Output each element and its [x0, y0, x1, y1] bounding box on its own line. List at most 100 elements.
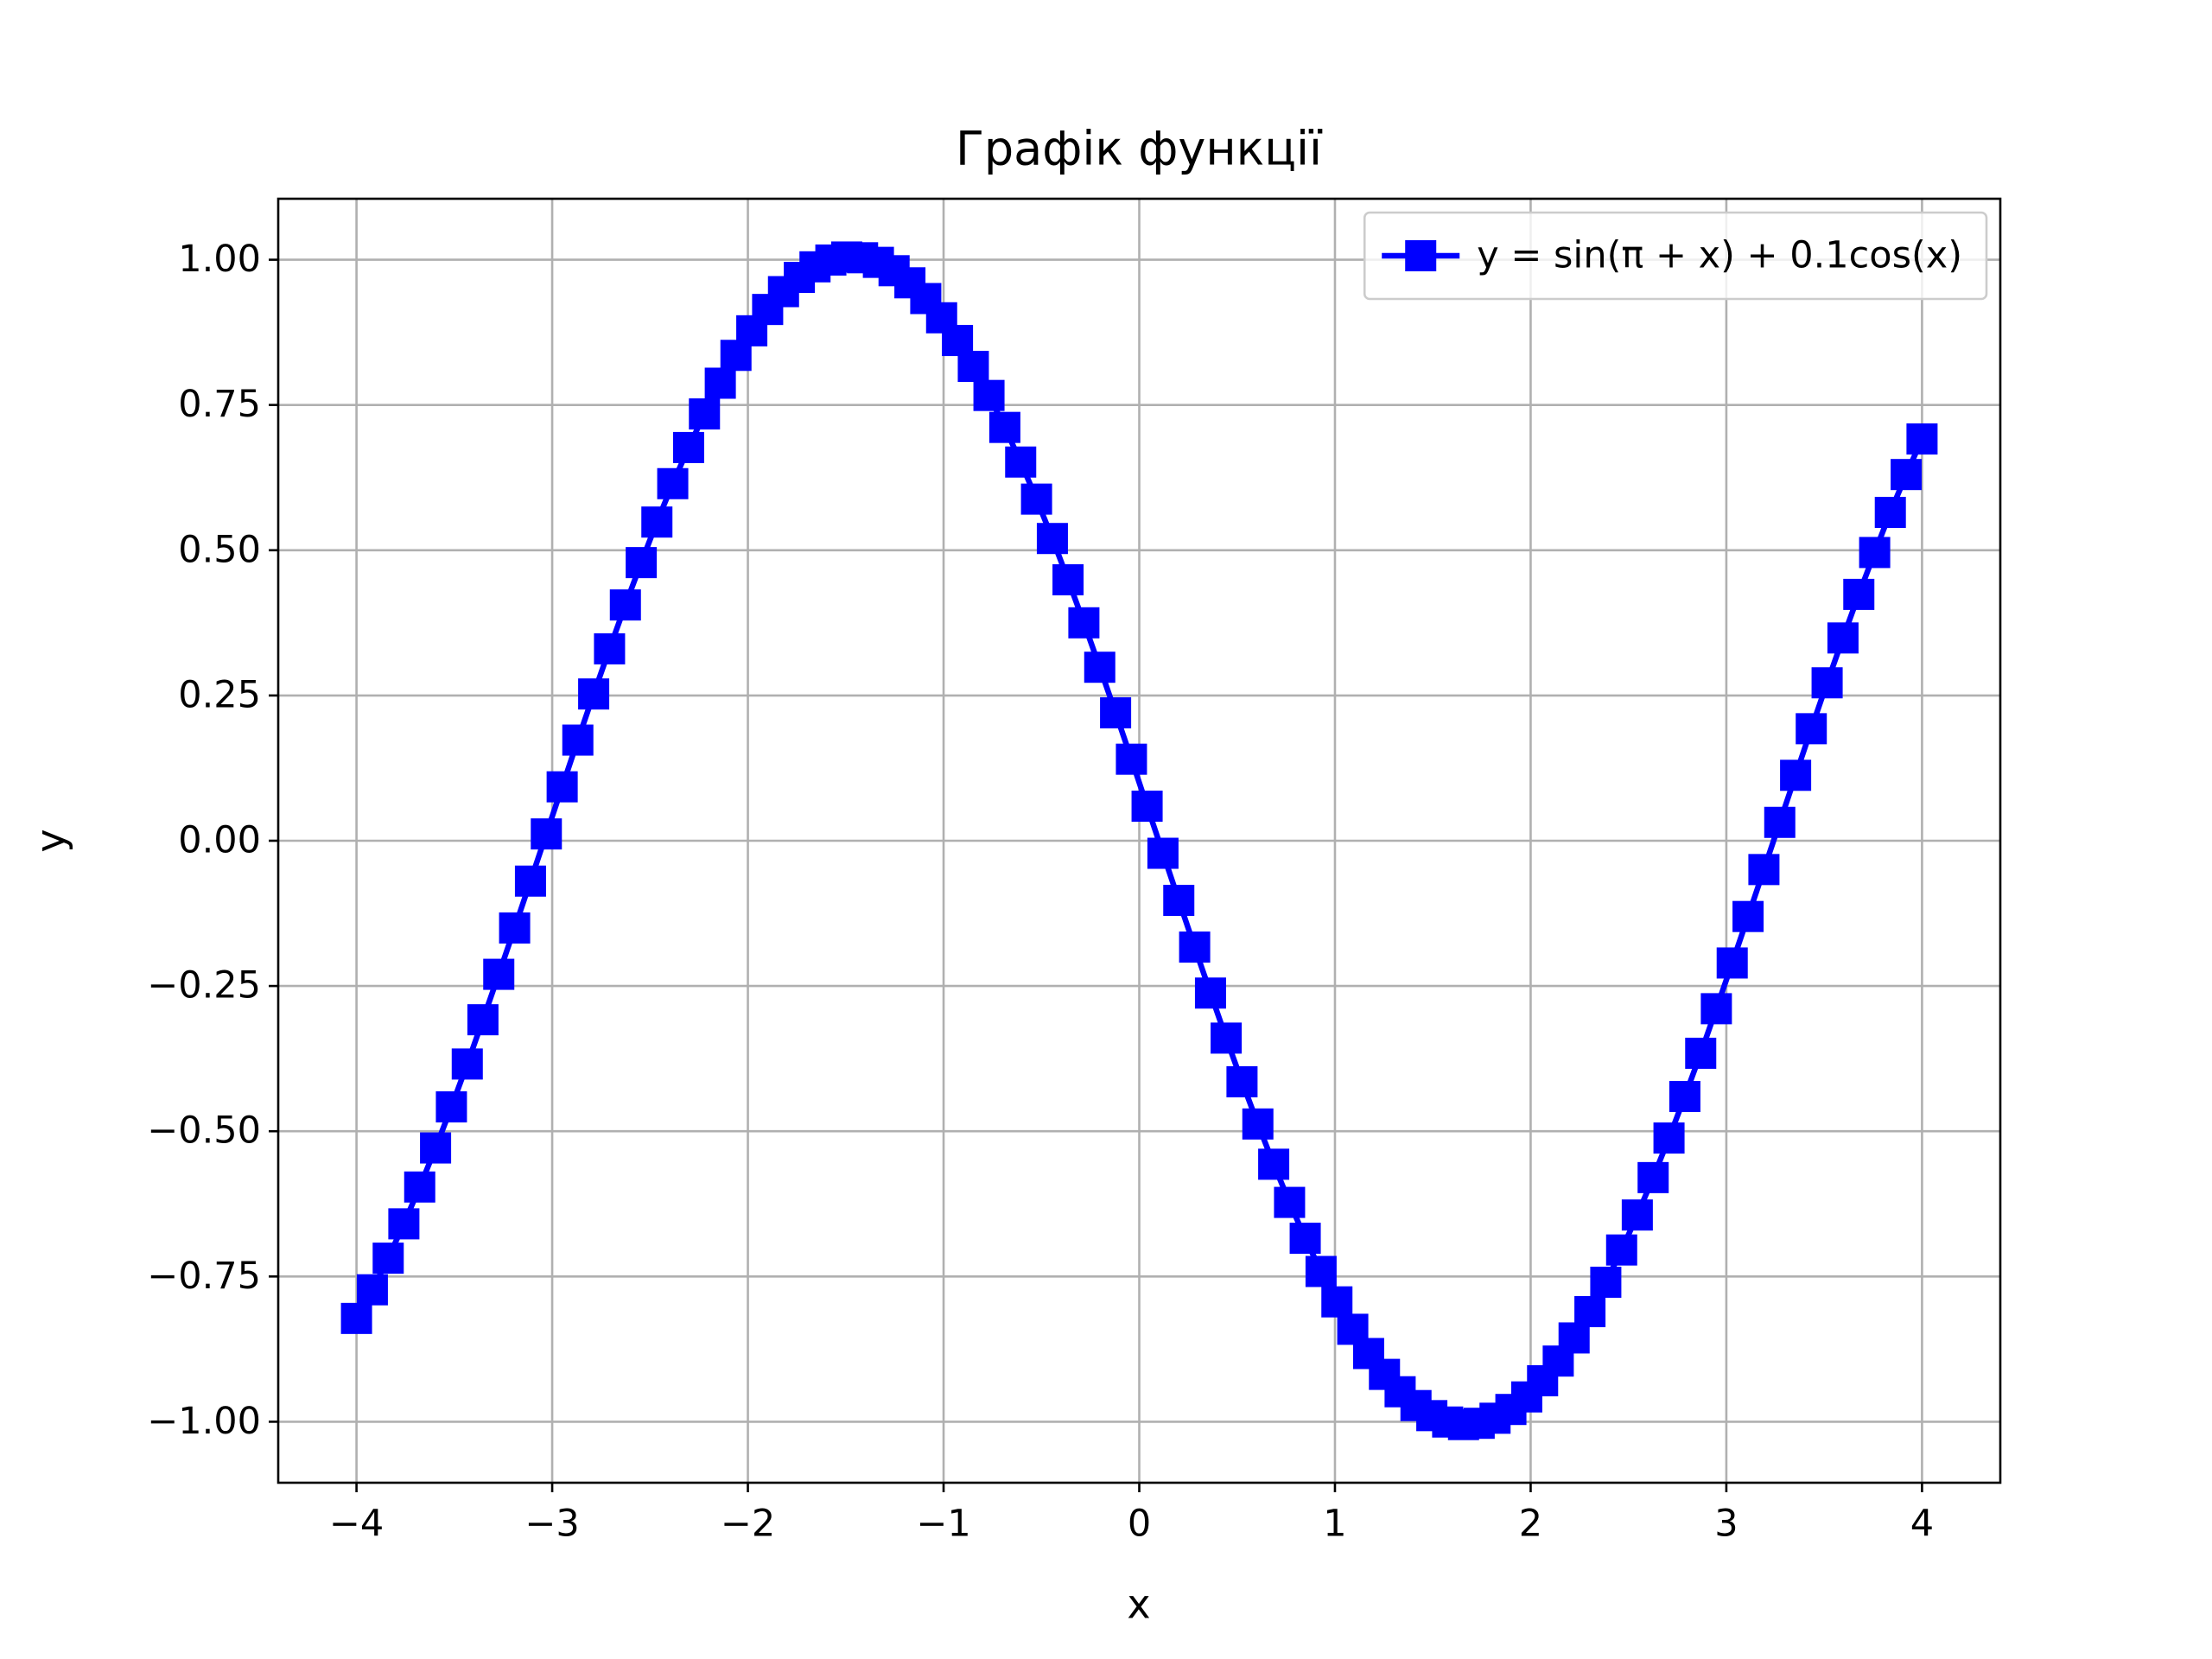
marker [1716, 947, 1748, 979]
legend-box [1363, 211, 1988, 301]
marker [1605, 1234, 1637, 1266]
marker [1574, 1295, 1606, 1327]
marker [704, 367, 736, 399]
y-axis-label: y [28, 829, 74, 852]
marker [1321, 1286, 1353, 1318]
marker [1147, 837, 1179, 869]
marker [546, 771, 578, 803]
legend: y = sin(π + x) + 0.1cos(x) [1363, 211, 1988, 301]
marker [1020, 483, 1052, 515]
marker [672, 431, 704, 463]
x-axis-label: x [1127, 1581, 1150, 1628]
marker [626, 547, 658, 579]
marker [420, 1132, 452, 1164]
marker [388, 1208, 420, 1240]
x-tick-label: 3 [1714, 1503, 1738, 1546]
y-tick-label: −1.00 [147, 1400, 261, 1443]
marker [1590, 1266, 1622, 1298]
marker [657, 467, 689, 499]
marker [531, 818, 563, 850]
marker [988, 411, 1020, 443]
marker [1005, 446, 1037, 478]
marker [1621, 1199, 1653, 1231]
marker [1084, 652, 1116, 683]
marker [1780, 760, 1812, 791]
x-tick-label: −2 [721, 1503, 775, 1546]
marker [1843, 578, 1875, 610]
marker [451, 1048, 483, 1080]
x-tick-label: 1 [1323, 1503, 1346, 1546]
marker [1116, 743, 1147, 775]
marker [1100, 696, 1132, 728]
x-tick-label: 0 [1128, 1503, 1151, 1546]
y-tick-label: 0.75 [178, 383, 261, 426]
marker [1036, 523, 1068, 555]
marker [1906, 423, 1938, 455]
marker [1289, 1223, 1321, 1255]
marker [973, 379, 1005, 411]
marker [1874, 497, 1906, 529]
legend-marker [1405, 240, 1437, 271]
marker [594, 632, 626, 664]
marker [1242, 1108, 1274, 1140]
marker [1274, 1186, 1306, 1218]
axes-frame [276, 197, 2002, 1484]
marker [1796, 713, 1827, 745]
marker [483, 958, 515, 990]
marker [340, 1302, 372, 1334]
marker [1653, 1122, 1685, 1154]
x-tick-label: −1 [916, 1503, 970, 1546]
marker [1052, 564, 1084, 596]
x-tick-label: 2 [1519, 1503, 1542, 1546]
chart-title: Графік функції [956, 122, 1323, 176]
y-tick-label: −0.75 [147, 1255, 261, 1298]
marker [1637, 1161, 1669, 1193]
marker [1068, 607, 1100, 639]
y-tick-label: 0.25 [178, 673, 261, 716]
marker [1859, 537, 1891, 569]
marker [1131, 790, 1163, 822]
marker [1764, 806, 1796, 838]
marker [1258, 1148, 1290, 1180]
marker [435, 1091, 467, 1123]
x-tick-label: −3 [524, 1503, 579, 1546]
marker [1226, 1065, 1258, 1097]
marker [1891, 459, 1923, 491]
marker [957, 351, 989, 383]
series-line [353, 254, 1925, 1427]
marker [1558, 1322, 1590, 1354]
marker [356, 1274, 388, 1306]
marker [372, 1243, 404, 1274]
marker [1685, 1037, 1717, 1069]
x-tick-label: −4 [329, 1503, 384, 1546]
y-tick-label: −0.50 [147, 1109, 261, 1153]
marker [1700, 993, 1732, 1025]
marker [562, 724, 594, 756]
marker [1305, 1255, 1337, 1287]
marker [1748, 854, 1780, 886]
marker [1179, 931, 1211, 963]
marker [689, 398, 721, 430]
marker [467, 1004, 499, 1036]
y-tick-label: 0.50 [178, 528, 261, 571]
y-tick-label: 0.00 [178, 819, 261, 862]
marker [1811, 667, 1843, 699]
marker [514, 865, 546, 897]
marker [609, 589, 641, 621]
marker [1669, 1080, 1700, 1112]
marker [578, 678, 610, 710]
marker [404, 1171, 435, 1203]
marker [1732, 900, 1764, 932]
marker [1163, 885, 1195, 917]
legend-label: y = sin(π + x) + 0.1cos(x) [1477, 234, 1962, 277]
y-tick-label: 1.00 [178, 238, 261, 281]
marker [499, 912, 531, 944]
y-tick-label: −0.25 [147, 964, 261, 1007]
x-tick-label: 4 [1910, 1503, 1934, 1546]
marker [641, 506, 673, 538]
marker [1827, 622, 1859, 654]
marker [1211, 1022, 1243, 1054]
marker [1194, 977, 1226, 1009]
